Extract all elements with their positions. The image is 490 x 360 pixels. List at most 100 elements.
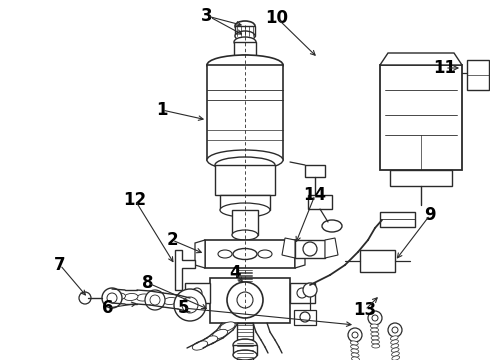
Ellipse shape (391, 348, 399, 352)
Text: 7: 7 (54, 256, 66, 274)
Ellipse shape (218, 250, 232, 258)
Ellipse shape (372, 344, 380, 348)
Polygon shape (325, 238, 338, 258)
Circle shape (392, 327, 398, 333)
Bar (305, 165, 325, 177)
Ellipse shape (233, 339, 257, 351)
Ellipse shape (232, 230, 258, 240)
Ellipse shape (215, 157, 275, 173)
Polygon shape (295, 240, 305, 268)
Circle shape (192, 288, 202, 298)
Ellipse shape (207, 55, 283, 75)
Ellipse shape (391, 340, 398, 344)
Text: 4: 4 (229, 264, 241, 282)
Circle shape (388, 323, 402, 337)
Circle shape (303, 283, 317, 297)
Ellipse shape (351, 357, 359, 360)
Ellipse shape (137, 294, 150, 301)
Bar (237, 323, 253, 360)
Text: 10: 10 (266, 9, 289, 27)
Text: 1: 1 (156, 101, 168, 119)
Circle shape (237, 292, 253, 308)
Text: 6: 6 (102, 299, 114, 317)
Circle shape (348, 328, 362, 342)
Ellipse shape (233, 350, 257, 360)
Bar (185, 283, 210, 303)
Ellipse shape (371, 332, 379, 336)
Circle shape (107, 293, 117, 303)
Bar (294, 310, 316, 325)
Circle shape (79, 292, 91, 304)
Bar (207, 65, 283, 160)
Ellipse shape (233, 248, 257, 260)
Ellipse shape (212, 329, 228, 339)
Circle shape (174, 289, 206, 321)
Bar (290, 283, 315, 303)
Text: 8: 8 (142, 274, 154, 292)
Circle shape (372, 315, 378, 321)
Text: 14: 14 (303, 186, 326, 204)
Bar (390, 170, 452, 186)
Polygon shape (175, 250, 195, 290)
Ellipse shape (202, 336, 218, 345)
Circle shape (182, 297, 198, 313)
Text: 5: 5 (177, 299, 189, 317)
Ellipse shape (370, 324, 378, 328)
Ellipse shape (351, 353, 359, 357)
Ellipse shape (177, 300, 191, 307)
Ellipse shape (112, 293, 125, 300)
Circle shape (303, 242, 317, 256)
Text: 3: 3 (201, 7, 213, 25)
Bar (234, 42, 256, 60)
Ellipse shape (371, 336, 379, 340)
Circle shape (352, 332, 358, 338)
Circle shape (102, 288, 122, 308)
Polygon shape (282, 238, 295, 258)
Polygon shape (380, 53, 462, 65)
Ellipse shape (351, 345, 359, 349)
Circle shape (145, 290, 165, 310)
Circle shape (368, 311, 382, 325)
Ellipse shape (391, 336, 398, 340)
Ellipse shape (391, 344, 399, 348)
Bar (210, 278, 290, 323)
Text: 2: 2 (166, 231, 178, 249)
Ellipse shape (220, 322, 235, 331)
Ellipse shape (234, 37, 256, 47)
Circle shape (227, 282, 263, 318)
Bar (215, 165, 275, 195)
Text: 9: 9 (424, 206, 436, 224)
Bar (380, 212, 415, 227)
Ellipse shape (322, 220, 342, 232)
Ellipse shape (234, 55, 256, 65)
Text: 13: 13 (353, 301, 376, 319)
Ellipse shape (371, 340, 379, 344)
Polygon shape (195, 240, 205, 268)
Bar (205, 240, 295, 268)
Ellipse shape (207, 150, 283, 170)
Ellipse shape (350, 341, 358, 345)
Ellipse shape (164, 297, 177, 305)
Bar (295, 240, 325, 258)
Ellipse shape (235, 21, 255, 31)
Ellipse shape (351, 349, 359, 353)
Bar (220, 195, 270, 210)
Bar (308, 195, 332, 209)
Ellipse shape (235, 31, 255, 41)
Circle shape (150, 295, 160, 305)
Ellipse shape (220, 203, 270, 217)
Text: 12: 12 (123, 191, 147, 209)
Ellipse shape (392, 352, 399, 356)
Text: 11: 11 (434, 59, 457, 77)
Ellipse shape (392, 356, 400, 360)
Ellipse shape (124, 293, 138, 301)
Bar (235, 26, 255, 36)
Bar (467, 60, 489, 90)
Ellipse shape (193, 341, 208, 350)
Bar (232, 210, 258, 235)
Bar (233, 345, 257, 355)
Bar (380, 65, 462, 170)
Ellipse shape (149, 296, 164, 302)
Circle shape (297, 288, 307, 298)
Circle shape (300, 312, 310, 322)
